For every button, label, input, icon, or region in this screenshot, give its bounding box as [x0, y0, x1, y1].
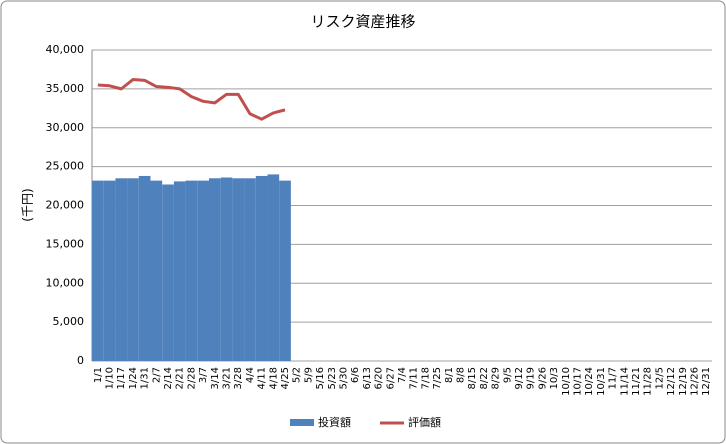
- line: [97, 78, 286, 121]
- x-tick-label: 4/25: [280, 367, 291, 389]
- x-tick-label: 10/17: [572, 367, 583, 396]
- x-tick-label: 3/28: [233, 367, 244, 389]
- bar: [208, 178, 221, 361]
- x-tick-label: 8/15: [467, 367, 478, 389]
- bar: [255, 175, 268, 361]
- x-tick-label: 9/19: [526, 367, 537, 389]
- x-tick-label: 2/14: [163, 367, 174, 389]
- x-tick-label: 6/13: [362, 367, 373, 389]
- x-tick-label: 4/11: [257, 367, 268, 389]
- y-axis-label: (千円): [21, 188, 35, 221]
- y-tick-label: 40,000: [46, 43, 85, 56]
- bar: [220, 177, 233, 361]
- bar: [150, 180, 163, 361]
- x-tick-label: 10/24: [584, 367, 595, 396]
- x-tick-label: 10/10: [561, 367, 572, 396]
- bar: [162, 184, 174, 361]
- x-tick-label: 9/5: [502, 367, 513, 383]
- x-tick-label: 11/14: [619, 367, 630, 396]
- legend-label: 評価額: [408, 415, 441, 429]
- x-tick-label: 7/4: [397, 367, 408, 383]
- x-tick-label: 4/4: [245, 367, 256, 383]
- x-tick-label: 4/18: [268, 367, 279, 389]
- legend-label: 投資額: [318, 415, 351, 429]
- bar: [173, 181, 186, 361]
- x-tick-label: 7/11: [409, 367, 420, 389]
- x-tick-label: 1/17: [116, 367, 127, 389]
- x-tick-label: 12/31: [701, 367, 712, 396]
- x-tick-label: 11/28: [643, 367, 654, 396]
- x-tick-label: 9/12: [514, 367, 525, 389]
- x-tick-label: 7/25: [432, 367, 443, 389]
- x-tick-label: 11/7: [608, 367, 619, 389]
- x-tick-label: 5/16: [315, 367, 326, 389]
- x-tick-label: 7/18: [420, 367, 431, 389]
- y-tick-label: 35,000: [46, 82, 85, 95]
- bar: [185, 180, 198, 361]
- x-tick-label: 12/12: [666, 367, 677, 396]
- x-tick-label: 6/6: [350, 367, 361, 383]
- x-tick-label: 3/7: [198, 367, 209, 383]
- y-tick-label: 15,000: [46, 237, 85, 250]
- x-tick-label: 5/30: [339, 367, 350, 389]
- bar: [103, 180, 116, 361]
- y-tick-label: 30,000: [46, 121, 85, 134]
- bar: [232, 178, 245, 361]
- x-tick-label: 11/21: [631, 367, 642, 396]
- x-tick-label: 10/3: [549, 367, 560, 389]
- bar: [197, 180, 209, 361]
- bar: [279, 180, 291, 361]
- x-tick-label: 8/29: [491, 367, 502, 389]
- x-tick-label: 8/22: [479, 367, 490, 389]
- x-tick-label: 5/2: [292, 367, 303, 383]
- x-tick-label: 8/8: [455, 367, 466, 383]
- bar: [244, 178, 256, 361]
- x-tick-label: 2/21: [175, 367, 186, 389]
- x-tick-label: 9/26: [537, 367, 548, 389]
- y-tick-label: 25,000: [46, 160, 85, 173]
- x-tick-label: 6/20: [374, 367, 385, 389]
- chart-title: リスク資産推移: [310, 13, 415, 31]
- x-tick-label: 5/9: [303, 367, 314, 383]
- x-tick-label: 2/28: [186, 367, 197, 389]
- y-tick-label: 0: [77, 354, 84, 367]
- x-tick-label: 12/5: [654, 367, 665, 389]
- bar: [92, 180, 104, 361]
- x-tick-label: 3/21: [222, 367, 233, 389]
- x-tick-label: 12/26: [689, 367, 700, 396]
- x-tick-label: 1/31: [140, 367, 151, 389]
- bar: [115, 178, 128, 361]
- x-tick-label: 1/24: [128, 367, 139, 389]
- x-tick-label: 6/27: [385, 367, 396, 389]
- x-tick-label: 2/7: [151, 367, 162, 383]
- x-tick-label: 12/19: [678, 367, 689, 396]
- y-tick-label: 20,000: [46, 199, 85, 212]
- x-tick-label: 1/10: [105, 367, 116, 389]
- bar: [138, 175, 151, 361]
- x-tick-label: 5/23: [327, 367, 338, 389]
- y-tick-label: 5,000: [53, 315, 85, 328]
- x-tick-label: 8/1: [444, 367, 455, 383]
- x-tick-label: 10/31: [596, 367, 607, 396]
- legend-swatch: [290, 419, 314, 426]
- x-tick-label: 1/1: [93, 367, 104, 383]
- bar: [267, 174, 280, 361]
- bar: [127, 178, 139, 361]
- x-tick-label: 3/14: [210, 367, 221, 389]
- y-tick-label: 10,000: [46, 276, 85, 289]
